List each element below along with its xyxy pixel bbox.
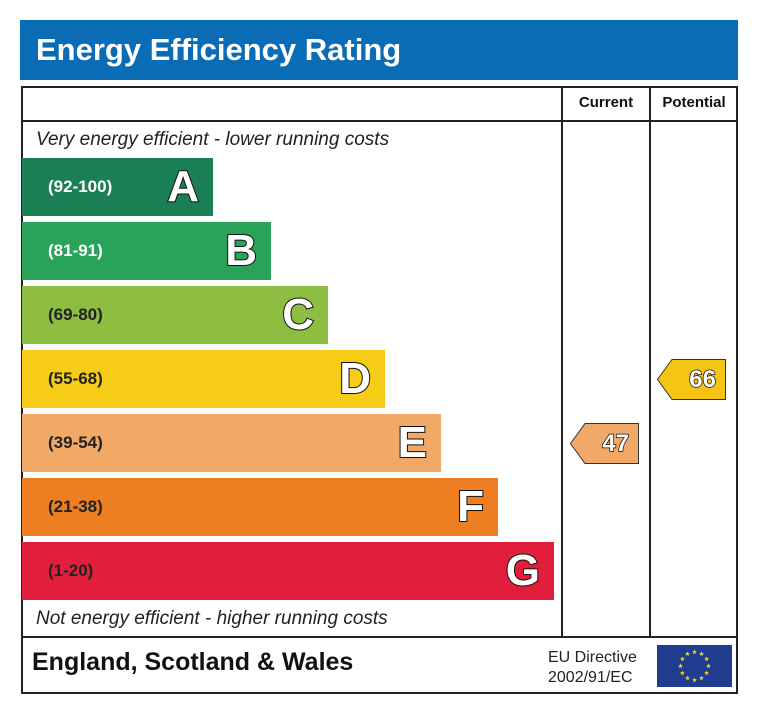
band-b: (81-91) B: [22, 222, 271, 280]
chart-title: Energy Efficiency Rating: [20, 20, 738, 80]
column-divider: [649, 86, 651, 637]
band-range: (55-68): [48, 369, 103, 388]
star-icon: [704, 656, 710, 662]
band-letter: C: [281, 289, 315, 340]
band-range: (1-20): [48, 561, 94, 580]
header-divider: [21, 120, 738, 122]
footer-divider: [21, 636, 738, 638]
band-g: (1-20) G: [22, 542, 554, 600]
band-range: (69-80): [48, 305, 103, 324]
band-a: (92-100) A: [22, 158, 213, 216]
band-e: (39-54) E: [22, 414, 441, 472]
band-range: (81-91): [48, 241, 103, 260]
directive-line1: EU Directive: [548, 649, 637, 666]
potential-rating-arrow: 66: [657, 358, 726, 400]
column-divider: [561, 86, 563, 637]
star-icon: [706, 663, 711, 669]
band-c: (69-80) C: [22, 286, 328, 344]
current-rating-arrow: 47: [570, 422, 639, 464]
potential-rating-value: 66: [689, 365, 717, 394]
star-icon: [685, 651, 690, 656]
bottom-note: Not energy efficient - higher running co…: [36, 608, 388, 629]
top-note: Very energy efficient - lower running co…: [36, 129, 390, 150]
eu-directive: EU Directive 2002/91/EC: [548, 648, 637, 688]
star-icon: [685, 675, 690, 681]
band-range: (21-38): [48, 497, 103, 516]
band-d: (55-68) D: [22, 350, 385, 408]
star-icon: [692, 677, 697, 683]
band-range: (39-54): [48, 433, 103, 452]
band-letter: B: [224, 225, 258, 276]
directive-line2: 2002/91/EC: [548, 669, 633, 686]
band-range: (92-100): [48, 177, 113, 196]
star-icon: [699, 675, 704, 681]
star-icon: [692, 649, 697, 655]
band-letter: D: [338, 353, 372, 404]
eu-flag-icon: [657, 645, 732, 687]
band-letter: A: [166, 161, 200, 212]
star-icon: [699, 651, 704, 656]
band-letter: G: [505, 545, 541, 596]
star-icon: [678, 663, 683, 669]
potential-header: Potential: [662, 94, 726, 111]
band-letter: F: [456, 481, 485, 532]
star-icon: [679, 656, 685, 662]
band-letter: E: [397, 417, 428, 468]
star-icon: [679, 670, 685, 676]
band-f: (21-38) F: [22, 478, 498, 536]
star-icon: [704, 670, 710, 676]
current-rating-value: 47: [602, 429, 630, 458]
country-label: England, Scotland & Wales: [32, 648, 354, 676]
current-header: Current: [578, 94, 634, 111]
